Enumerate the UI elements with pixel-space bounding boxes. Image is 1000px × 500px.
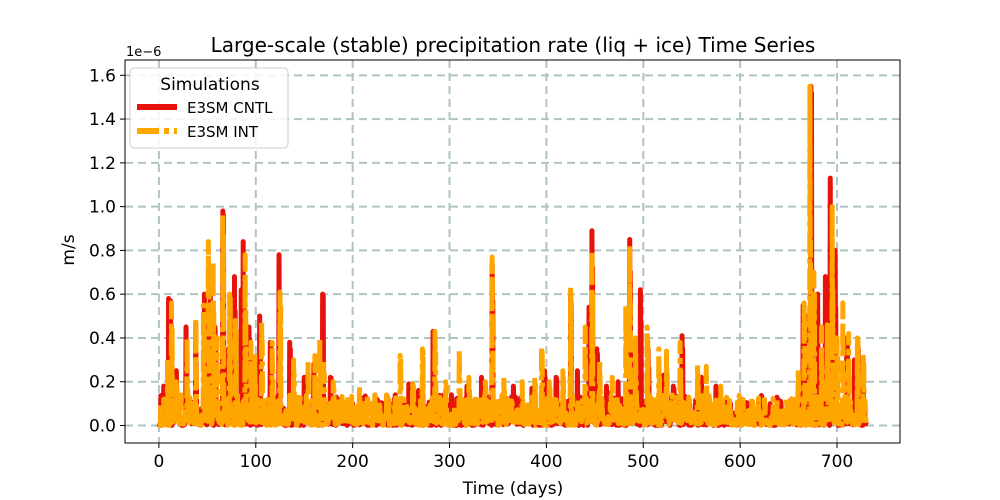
y-tick-label: 0.6	[89, 285, 116, 305]
x-tick-label: 0	[153, 452, 164, 472]
y-tick-label: 0.4	[89, 329, 116, 349]
legend-title: Simulations	[160, 75, 260, 95]
y-tick-label: 1.2	[89, 154, 116, 174]
y-tick-label: 0.0	[89, 416, 116, 436]
x-tick-label: 100	[240, 452, 272, 472]
legend-label-e3sm-int: E3SM INT	[187, 123, 259, 141]
y-tick-label: 1.6	[89, 66, 116, 86]
legend-box	[129, 67, 289, 149]
series-line-e3sm-int	[156, 83, 869, 428]
ticks: 0 100 200 300 400 500 600 700 0.0 0.2 0.4 0.6 0.8 1.0…	[89, 66, 853, 472]
y-tick-label: 1.4	[89, 110, 116, 130]
x-tick-label: 200	[336, 452, 368, 472]
x-tick-label: 400	[530, 452, 562, 472]
y-tick-label: 1.0	[89, 198, 116, 218]
x-tick-label: 700	[821, 452, 853, 472]
y-axis-label: m/s	[59, 234, 79, 265]
x-tick-label: 300	[433, 452, 465, 472]
x-tick-label: 600	[724, 452, 756, 472]
series-layer	[156, 83, 869, 428]
chart-title: Large-scale (stable) precipitation rate …	[211, 33, 816, 57]
x-tick-label: 500	[627, 452, 659, 472]
y-tick-label: 0.2	[89, 373, 116, 393]
y-tick-label: 0.8	[89, 241, 116, 261]
y-axis-offset-text: 1e−6	[126, 45, 161, 60]
legend: Simulations E3SM CNTL E3SM INT	[129, 67, 289, 149]
legend-label-e3sm-cntl: E3SM CNTL	[187, 99, 273, 117]
x-axis-label: Time (days)	[462, 479, 563, 499]
axes-frame	[124, 59, 901, 444]
